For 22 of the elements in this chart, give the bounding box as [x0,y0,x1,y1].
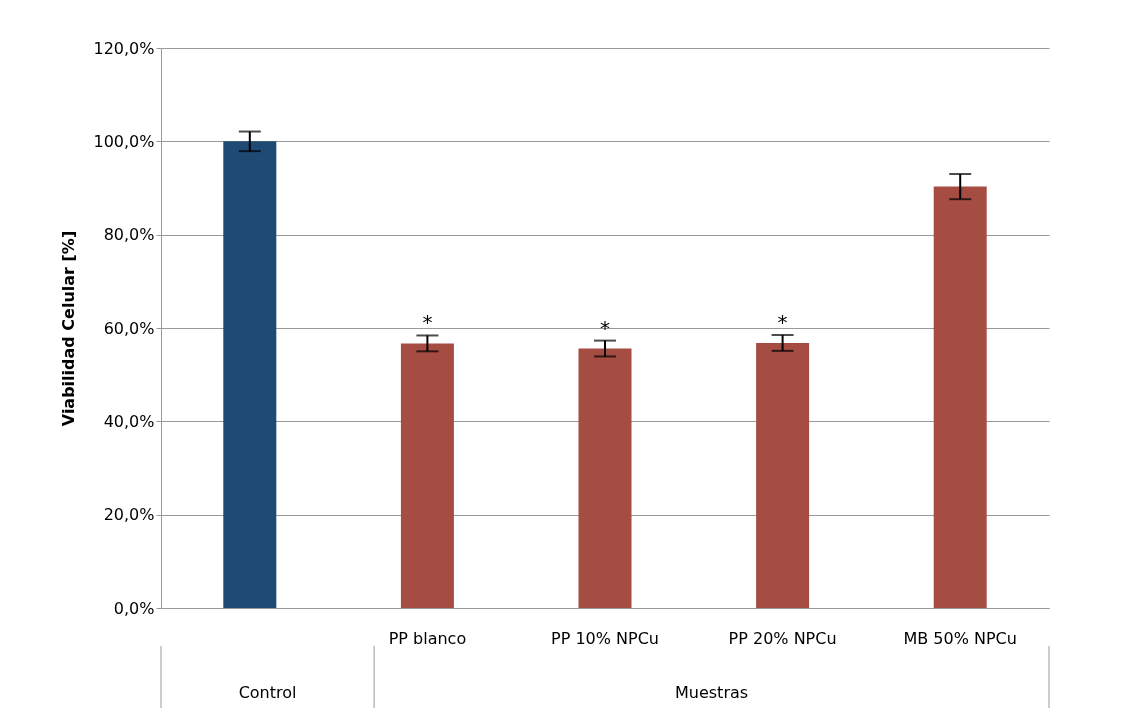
x-tick-label: PP blanco [388,628,467,648]
bar [223,141,277,608]
bar [756,342,810,608]
y-axis-title: Viabilidad Celular [%] [59,230,79,427]
y-tick-label: 0,0% [113,598,155,618]
annotation: * [600,315,610,340]
x-tick-label: PP 20% NPCu [728,628,837,648]
x-tick-label: PP 10% NPCu [551,628,659,648]
text: Muestras [675,683,749,702]
y-tick-label: 20,0% [103,505,155,525]
y-tick-label: 40,0% [103,411,155,431]
text: Control [238,683,297,702]
y-tick-label: 120,0% [93,38,155,58]
y-tick-label: 80,0% [103,225,155,245]
x-tick-label: MB 50% NPCu [903,628,1017,648]
bar [400,343,454,608]
y-tick-label: 60,0% [103,318,155,338]
annotation: * [422,310,433,335]
y-tick-label: 100,0% [93,131,155,151]
bar [578,348,632,608]
bar [933,186,987,608]
annotation: * [777,310,788,334]
